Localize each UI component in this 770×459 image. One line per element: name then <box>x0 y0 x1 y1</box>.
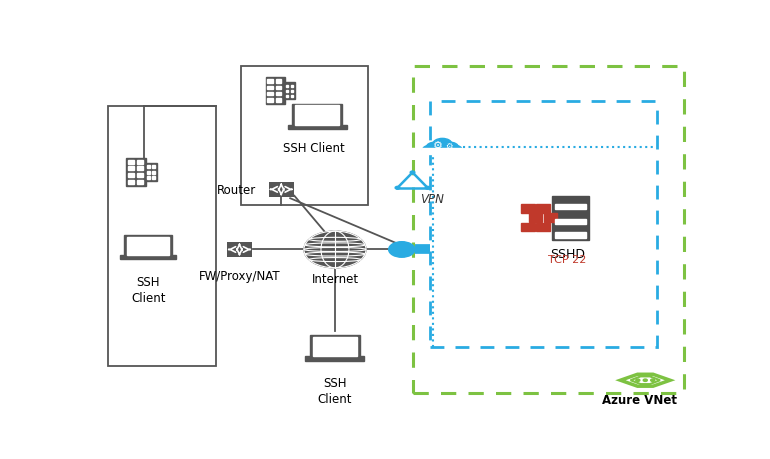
Bar <box>521 204 535 213</box>
Bar <box>152 176 155 179</box>
Circle shape <box>389 242 415 257</box>
Bar <box>147 171 150 174</box>
Bar <box>290 90 293 92</box>
Bar <box>128 167 134 170</box>
Bar <box>276 92 281 95</box>
Bar <box>128 160 134 163</box>
Bar <box>120 255 176 259</box>
Bar <box>536 204 550 213</box>
Text: SSH
Client: SSH Client <box>318 377 352 406</box>
Circle shape <box>433 138 452 150</box>
Text: SSHD: SSHD <box>551 248 585 261</box>
Bar <box>137 180 142 184</box>
Bar <box>266 77 285 104</box>
Circle shape <box>395 186 400 189</box>
Bar <box>128 173 134 177</box>
Bar <box>128 180 134 184</box>
Bar <box>555 203 586 209</box>
Bar <box>290 95 293 97</box>
Bar <box>290 84 293 87</box>
Bar <box>552 196 589 240</box>
Circle shape <box>425 186 430 189</box>
Text: VPN: VPN <box>420 193 444 206</box>
Bar <box>127 237 169 255</box>
Bar <box>137 160 142 163</box>
Text: SSH Client: SSH Client <box>283 142 345 155</box>
Circle shape <box>410 171 415 174</box>
Bar <box>276 79 281 83</box>
Bar <box>267 79 273 83</box>
Circle shape <box>636 379 640 381</box>
Bar <box>313 337 357 356</box>
Circle shape <box>651 379 654 381</box>
Bar <box>286 84 288 87</box>
Bar <box>292 104 343 127</box>
Bar <box>147 176 150 179</box>
Bar <box>152 165 155 168</box>
Text: ⚙: ⚙ <box>445 142 453 151</box>
Circle shape <box>304 231 366 268</box>
Bar <box>267 98 273 101</box>
Bar <box>137 173 142 177</box>
Text: Internet: Internet <box>311 274 359 286</box>
Text: FW/Proxy/NAT: FW/Proxy/NAT <box>199 270 280 283</box>
Bar <box>267 92 273 95</box>
Circle shape <box>440 142 459 153</box>
Circle shape <box>426 142 445 153</box>
Bar <box>152 171 155 174</box>
Text: Azure VNet: Azure VNet <box>602 394 677 407</box>
Text: TCP 22: TCP 22 <box>548 255 587 265</box>
Bar <box>306 356 364 361</box>
Circle shape <box>643 379 648 381</box>
Text: ⚙: ⚙ <box>434 140 444 151</box>
Bar <box>284 82 295 99</box>
Bar <box>287 125 346 129</box>
Circle shape <box>423 146 437 154</box>
Bar <box>544 213 557 222</box>
Bar <box>286 90 288 92</box>
Bar <box>423 148 462 154</box>
Bar <box>555 219 586 224</box>
Bar <box>286 95 288 97</box>
Bar <box>276 85 281 89</box>
Bar <box>276 98 281 101</box>
Bar <box>295 106 340 125</box>
Bar <box>555 232 586 238</box>
Bar <box>126 157 146 186</box>
Bar <box>521 223 535 231</box>
Bar <box>267 85 273 89</box>
Text: Router: Router <box>217 184 256 197</box>
Bar <box>528 213 542 222</box>
Bar <box>269 182 294 197</box>
Bar <box>147 165 150 168</box>
Text: SSH
Client: SSH Client <box>131 276 166 305</box>
Bar <box>124 235 172 257</box>
Bar <box>227 242 252 257</box>
Bar <box>310 335 360 358</box>
Bar <box>145 162 157 181</box>
Bar <box>137 167 142 170</box>
Bar <box>536 223 550 231</box>
Circle shape <box>447 146 462 154</box>
